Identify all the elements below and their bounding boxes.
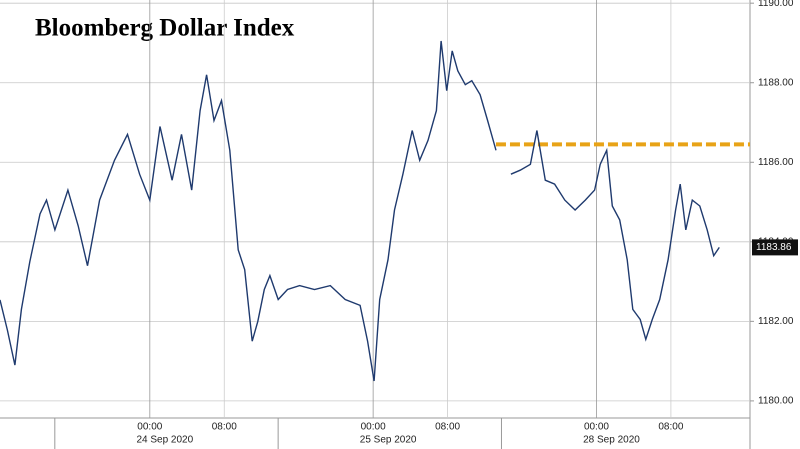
x-tick-label: 00:00 [584, 422, 609, 433]
chart-title: Bloomberg Dollar Index [35, 15, 295, 42]
x-tick-label: 08:00 [658, 422, 683, 433]
date-label: 24 Sep 2020 [136, 435, 193, 446]
y-tick-label: 1190.00 [758, 0, 794, 9]
x-tick-label: 00:00 [361, 422, 386, 433]
y-tick-label: 1188.00 [758, 77, 794, 88]
date-label: 25 Sep 2020 [360, 435, 417, 446]
x-tick-label: 08:00 [435, 422, 460, 433]
y-tick-label: 1186.00 [758, 157, 794, 168]
y-tick-label: 1182.00 [758, 316, 794, 327]
x-tick-label: 08:00 [212, 422, 237, 433]
y-tick-label: 1180.00 [758, 396, 794, 407]
last-value-label: 1183.86 [756, 242, 792, 253]
last-value-box [752, 239, 798, 256]
date-label: 28 Sep 2020 [583, 435, 640, 446]
price-line [0, 40, 720, 382]
x-tick-label: 00:00 [137, 422, 162, 433]
